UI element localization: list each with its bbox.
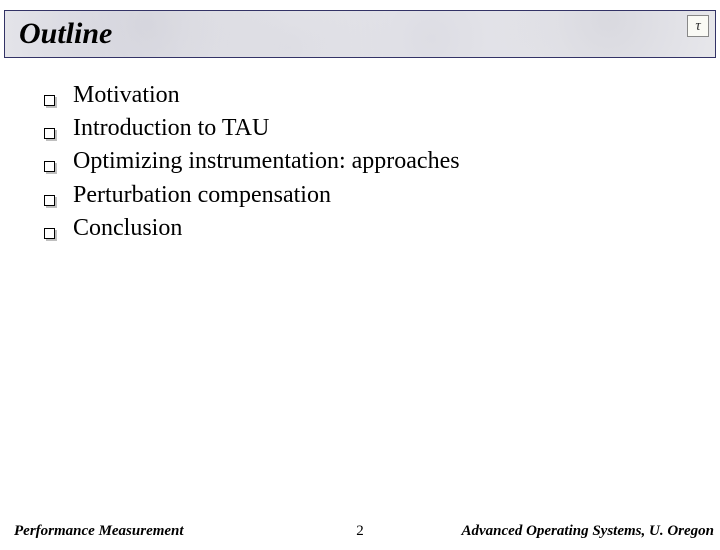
list-item: Conclusion bbox=[44, 213, 720, 244]
bullet-text: Perturbation compensation bbox=[73, 180, 331, 211]
list-item: Introduction to TAU bbox=[44, 113, 720, 144]
footer: Performance Measurement 2 Advanced Opera… bbox=[0, 523, 720, 540]
slide-title: Outline bbox=[5, 17, 112, 51]
tau-icon: τ bbox=[695, 19, 700, 34]
bullet-text: Introduction to TAU bbox=[73, 113, 269, 144]
bullet-list: Motivation Introduction to TAU Optimizin… bbox=[0, 58, 720, 244]
tau-logo: τ bbox=[687, 15, 709, 37]
bullet-icon bbox=[44, 128, 55, 139]
list-item: Optimizing instrumentation: approaches bbox=[44, 146, 720, 177]
list-item: Motivation bbox=[44, 80, 720, 111]
bullet-text: Conclusion bbox=[73, 213, 182, 244]
bullet-icon bbox=[44, 195, 55, 206]
bullet-icon bbox=[44, 95, 55, 106]
footer-right: Advanced Operating Systems, U. Oregon bbox=[462, 523, 715, 540]
bullet-icon bbox=[44, 161, 55, 172]
list-item: Perturbation compensation bbox=[44, 180, 720, 211]
title-bar: Outline τ bbox=[4, 10, 716, 58]
footer-left: Performance Measurement bbox=[14, 523, 184, 540]
page-number: 2 bbox=[356, 523, 364, 540]
bullet-text: Optimizing instrumentation: approaches bbox=[73, 146, 460, 177]
bullet-text: Motivation bbox=[73, 80, 180, 111]
bullet-icon bbox=[44, 228, 55, 239]
